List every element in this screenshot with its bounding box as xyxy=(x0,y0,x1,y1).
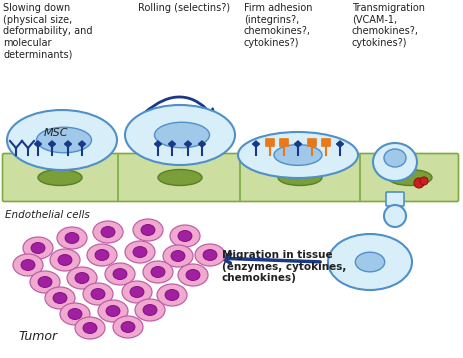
Ellipse shape xyxy=(158,169,202,185)
Ellipse shape xyxy=(48,135,76,147)
Ellipse shape xyxy=(203,250,217,261)
FancyBboxPatch shape xyxy=(321,139,331,146)
Ellipse shape xyxy=(195,244,225,266)
Ellipse shape xyxy=(125,241,155,263)
Ellipse shape xyxy=(125,105,235,165)
Text: Slowing down
(physical size,
deformability, and
molecular
determinants): Slowing down (physical size, deformabili… xyxy=(3,3,93,59)
Ellipse shape xyxy=(133,247,147,257)
Ellipse shape xyxy=(67,267,97,289)
Ellipse shape xyxy=(75,272,89,284)
Ellipse shape xyxy=(155,122,209,148)
Ellipse shape xyxy=(106,305,120,316)
Ellipse shape xyxy=(101,227,115,237)
Ellipse shape xyxy=(414,178,424,188)
Ellipse shape xyxy=(178,231,192,242)
Ellipse shape xyxy=(143,305,157,315)
Ellipse shape xyxy=(388,169,432,185)
Ellipse shape xyxy=(143,261,173,283)
Ellipse shape xyxy=(133,219,163,241)
FancyBboxPatch shape xyxy=(265,139,275,146)
Ellipse shape xyxy=(38,276,52,287)
Ellipse shape xyxy=(38,169,82,185)
Ellipse shape xyxy=(83,283,113,305)
Ellipse shape xyxy=(21,260,35,271)
Ellipse shape xyxy=(87,244,117,266)
FancyBboxPatch shape xyxy=(2,154,458,202)
Text: Migration in tissue
(enzymes, cytokines,
chemokines): Migration in tissue (enzymes, cytokines,… xyxy=(222,250,346,283)
Ellipse shape xyxy=(65,232,79,243)
Ellipse shape xyxy=(105,263,135,285)
Polygon shape xyxy=(49,141,56,147)
Text: Transmigration
(VCAM-1,
chemokines?,
cytokines?): Transmigration (VCAM-1, chemokines?, cyt… xyxy=(352,3,425,48)
Text: Rolling (selectins?): Rolling (selectins?) xyxy=(138,3,230,13)
Ellipse shape xyxy=(121,321,135,333)
Ellipse shape xyxy=(68,309,82,319)
Ellipse shape xyxy=(113,316,143,338)
Ellipse shape xyxy=(95,250,109,261)
Polygon shape xyxy=(79,141,86,147)
FancyBboxPatch shape xyxy=(307,139,317,146)
Ellipse shape xyxy=(384,149,406,167)
Ellipse shape xyxy=(238,132,358,178)
Ellipse shape xyxy=(130,286,144,297)
Polygon shape xyxy=(35,141,42,147)
Ellipse shape xyxy=(355,252,385,272)
Ellipse shape xyxy=(31,242,45,253)
Text: Firm adhesion
(integrins?,
chemokines?,
cytokines?): Firm adhesion (integrins?, chemokines?, … xyxy=(244,3,313,48)
Ellipse shape xyxy=(420,177,428,185)
Ellipse shape xyxy=(45,287,75,309)
Ellipse shape xyxy=(166,135,194,147)
Ellipse shape xyxy=(75,317,105,339)
Ellipse shape xyxy=(163,245,193,267)
Ellipse shape xyxy=(91,289,105,300)
Ellipse shape xyxy=(98,300,128,322)
Ellipse shape xyxy=(165,290,179,300)
Ellipse shape xyxy=(83,323,97,334)
Ellipse shape xyxy=(384,205,406,227)
Ellipse shape xyxy=(50,249,80,271)
Ellipse shape xyxy=(122,281,152,303)
Polygon shape xyxy=(252,141,259,147)
Ellipse shape xyxy=(328,234,412,290)
Ellipse shape xyxy=(178,264,208,286)
Ellipse shape xyxy=(35,129,89,156)
Ellipse shape xyxy=(23,237,53,259)
Polygon shape xyxy=(155,141,162,147)
Ellipse shape xyxy=(171,251,185,261)
Ellipse shape xyxy=(170,225,200,247)
Ellipse shape xyxy=(113,268,127,280)
Ellipse shape xyxy=(278,169,322,185)
Ellipse shape xyxy=(141,224,155,236)
Text: Tumor: Tumor xyxy=(18,330,57,343)
Ellipse shape xyxy=(135,299,165,321)
Ellipse shape xyxy=(53,292,67,304)
Polygon shape xyxy=(294,141,301,147)
Ellipse shape xyxy=(151,266,165,277)
Polygon shape xyxy=(184,141,192,147)
Text: MSC: MSC xyxy=(44,128,69,138)
Ellipse shape xyxy=(157,284,187,306)
FancyBboxPatch shape xyxy=(386,192,404,206)
Ellipse shape xyxy=(13,254,43,276)
Polygon shape xyxy=(199,141,206,147)
FancyBboxPatch shape xyxy=(280,139,288,146)
Ellipse shape xyxy=(57,227,87,249)
Ellipse shape xyxy=(30,271,60,293)
Polygon shape xyxy=(337,141,344,147)
Ellipse shape xyxy=(37,127,92,153)
Ellipse shape xyxy=(152,129,207,156)
Ellipse shape xyxy=(58,255,72,266)
Polygon shape xyxy=(64,141,71,147)
Ellipse shape xyxy=(60,303,90,325)
Ellipse shape xyxy=(7,110,117,170)
Polygon shape xyxy=(169,141,175,147)
Ellipse shape xyxy=(93,221,123,243)
Text: Endothelial cells: Endothelial cells xyxy=(5,210,90,220)
Ellipse shape xyxy=(373,143,417,181)
Ellipse shape xyxy=(186,270,200,281)
Ellipse shape xyxy=(274,145,322,165)
